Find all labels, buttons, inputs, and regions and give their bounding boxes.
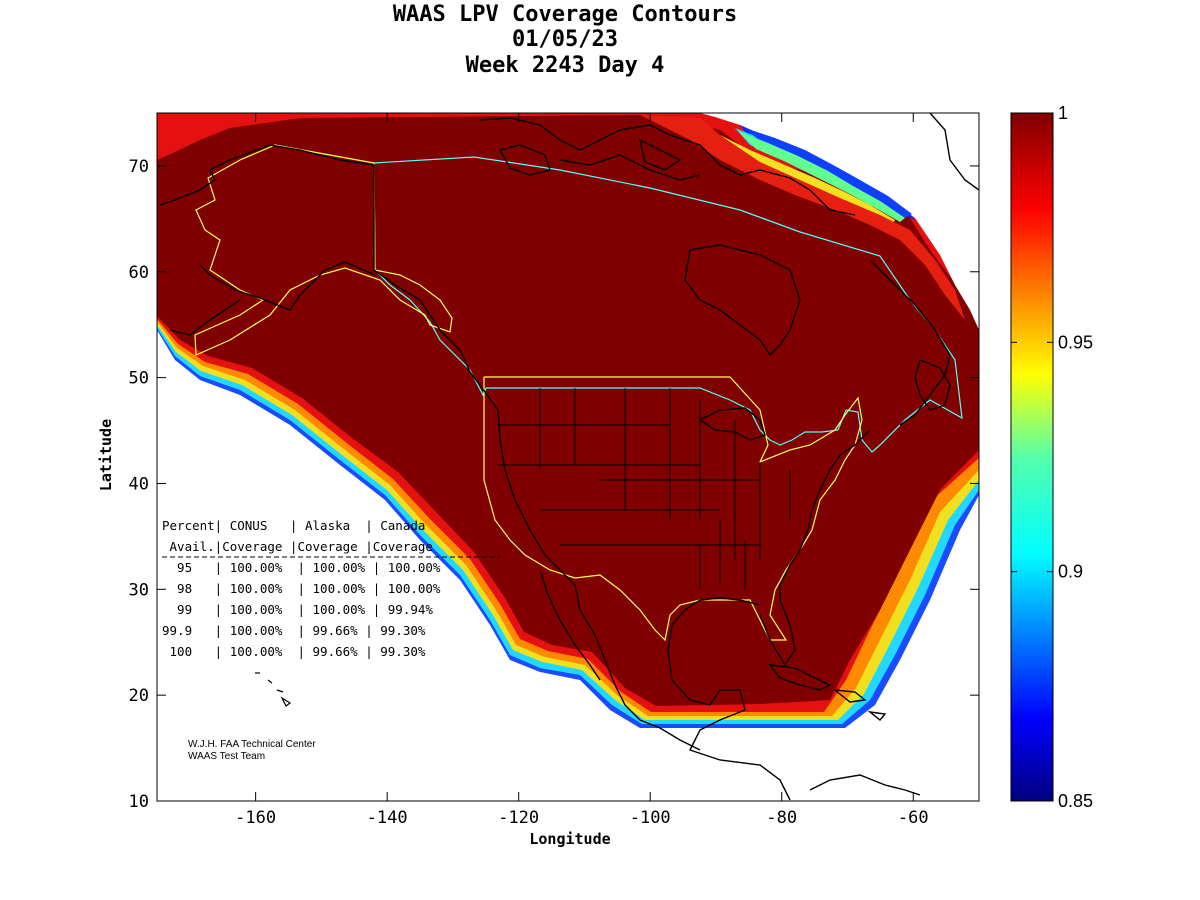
y-tick-label: 70 <box>129 157 149 177</box>
y-tick-label: 60 <box>129 263 149 283</box>
coastlines <box>159 113 979 801</box>
x-tick-label: -100 <box>630 808 671 828</box>
colorbar-tick-label: 0.95 <box>1058 332 1093 352</box>
x-tick-label: -160 <box>235 808 276 828</box>
coverage-full-region <box>157 115 979 706</box>
x-tick-label: -120 <box>498 808 539 828</box>
chart-title-line-2: 01/05/23 <box>512 27 618 52</box>
y-tick-label: 20 <box>129 686 149 706</box>
conus-boundary <box>483 376 863 642</box>
credit-line-2: WAAS Test Team <box>188 751 265 762</box>
arctic-edge-green <box>738 131 905 222</box>
colorbar-tick-label: 0.85 <box>1058 791 1093 811</box>
coverage-table: Percent| CONUS | Alaska | Canada Avail.|… <box>162 518 500 659</box>
x-tick-label: -140 <box>367 808 408 828</box>
plot-area <box>157 113 979 801</box>
y-tick-label: 10 <box>129 792 149 812</box>
alaska-boundary <box>194 144 453 356</box>
plot-frame <box>156 112 980 802</box>
y-tick-label: 50 <box>129 369 149 389</box>
y-axis: 10 20 30 40 50 60 70 <box>129 157 979 812</box>
y-axis-title: Latitude <box>97 419 115 491</box>
us-state-lines <box>498 388 791 590</box>
y-tick-label: 30 <box>129 580 149 600</box>
no-coverage-arctic <box>700 113 979 330</box>
x-axis-title: Longitude <box>529 830 610 848</box>
table-row: 98 | 100.00% | 100.00% | 100.00% <box>162 581 441 596</box>
table-row: 99.9 | 100.00% | 99.66% | 99.30% <box>162 623 426 638</box>
table-row: 95 | 100.00% | 100.00% | 100.00% <box>162 560 441 575</box>
hawaii-islands <box>255 672 292 707</box>
table-row: 100 | 100.00% | 99.66% | 99.30% <box>162 644 426 659</box>
x-tick-label: -60 <box>898 808 929 828</box>
credit-line-1: W.J.H. FAA Technical Center <box>188 739 316 750</box>
chart-title-line-1: WAAS LPV Coverage Contours <box>392 2 738 27</box>
colorbar <box>1010 112 1054 802</box>
table-header-2: Avail.|Coverage |Coverage |Coverage <box>162 539 433 554</box>
colorbar-ticks: 1 0.95 0.9 0.85 <box>1011 103 1093 811</box>
chart-title-line-3: Week 2243 Day 4 <box>465 53 665 78</box>
x-axis: -160 -140 -120 -100 -80 -60 <box>235 113 929 828</box>
y-tick-label: 40 <box>129 474 149 494</box>
x-tick-label: -80 <box>766 808 797 828</box>
table-row: 99 | 100.00% | 100.00% | 99.94% <box>162 602 433 617</box>
colorbar-tick-label: 1 <box>1058 103 1068 123</box>
colorbar-tick-label: 0.9 <box>1058 562 1083 582</box>
table-header-1: Percent| CONUS | Alaska | Canada <box>162 518 425 533</box>
